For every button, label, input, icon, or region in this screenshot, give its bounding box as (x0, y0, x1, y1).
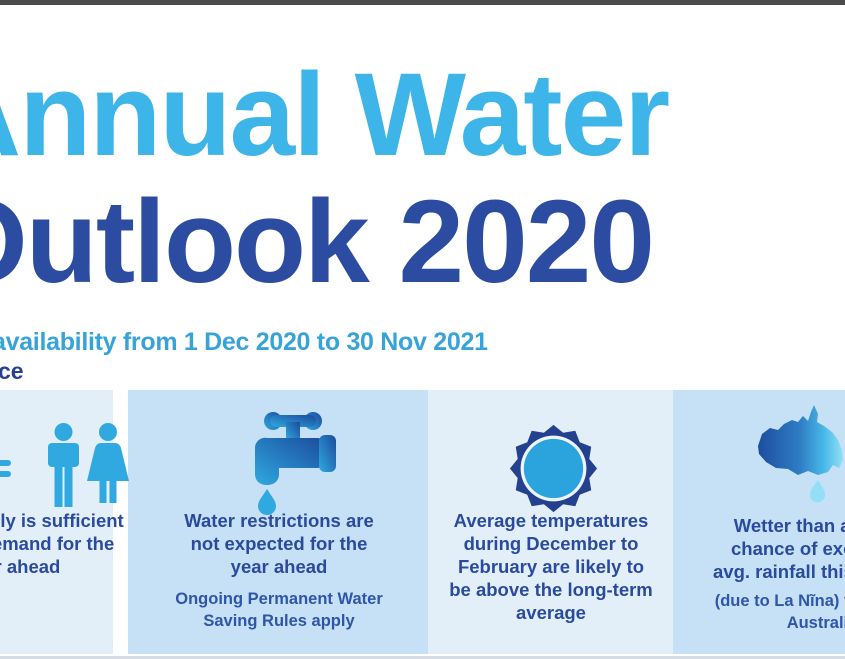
card-water-restrictions-title: Water restrictions are not expected for … (184, 510, 374, 577)
availability-subtitle: availability from 1 Dec 2020 to 30 Nov 2… (0, 328, 488, 356)
equals-icon (0, 471, 11, 477)
bottom-divider (0, 656, 845, 659)
card-temperature-title: Average temperatures during December to … (449, 510, 653, 623)
card-rainfall-note: (due to La Nĩna) for eastern Australia (714, 592, 845, 632)
card-rainfall-title: Wetter than average chance of exceeding … (713, 515, 845, 582)
card-water-restrictions-note: Ongoing Permanent Water Saving Rules app… (175, 590, 383, 630)
section-label-fragment: ce (0, 358, 24, 384)
card-supply-demand-title: Water supply is sufficient to meet deman… (0, 510, 124, 577)
page-title-line1: Annual Water (0, 49, 670, 181)
woman-icon (87, 423, 129, 503)
page-title: Annual Water Outlook 2020 (0, 49, 670, 308)
australia-map-icon (758, 405, 843, 503)
card-water-restrictions-bg (128, 390, 428, 654)
equals-icon (0, 460, 11, 466)
top-bar (0, 0, 845, 5)
sun-icon (509, 424, 598, 513)
tap-icon (254, 412, 336, 515)
page-title-line2: Outlook 2020 (0, 176, 655, 308)
man-icon (48, 423, 79, 507)
